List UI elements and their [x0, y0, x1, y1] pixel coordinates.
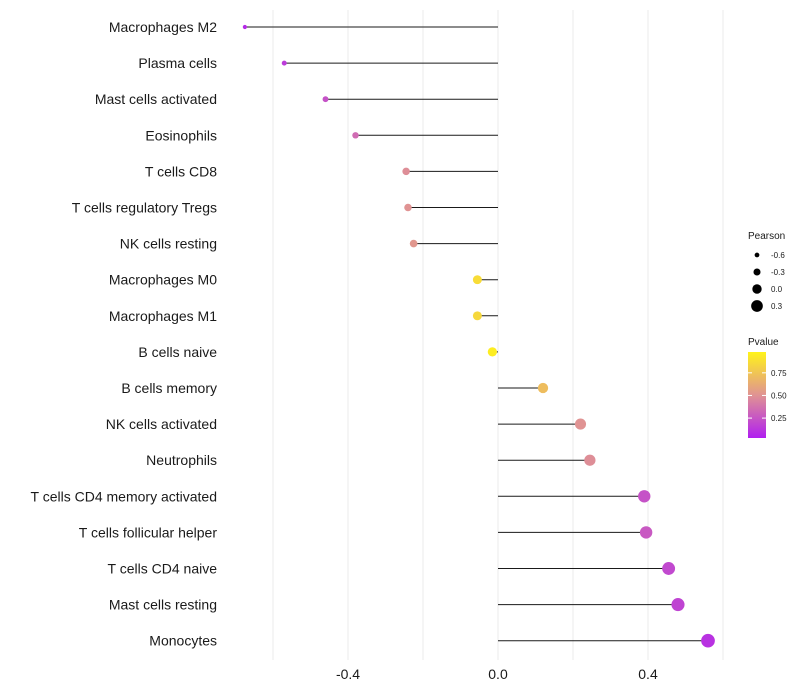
lollipop-point [409, 239, 418, 248]
lollipop-point [487, 347, 498, 357]
lollipop-point [402, 167, 410, 176]
size-legend-key [754, 252, 760, 258]
color-legend-label: 0.75 [771, 369, 787, 378]
lollipop-point [472, 275, 482, 285]
lollipop-point [281, 60, 287, 66]
category-label: T cells follicular helper [79, 524, 218, 540]
lollipop-point [701, 633, 715, 648]
size-legend-key [753, 268, 761, 276]
size-legend: Pearson -0.6 -0.3 0.0 0.3 [748, 231, 785, 312]
category-labels: Macrophages M2 Plasma cells Mast cells act… [31, 19, 218, 649]
lollipop-point [639, 526, 653, 539]
color-legend-label: 0.50 [771, 391, 787, 400]
lollipop-point [671, 598, 685, 612]
x-tick-label: -0.4 [336, 666, 360, 682]
lollipop-point [322, 96, 329, 103]
category-label: B cells naive [138, 344, 217, 360]
category-label: Mast cells resting [109, 597, 217, 613]
color-legend-title: Pvalue [748, 337, 779, 348]
category-label: Neutrophils [146, 452, 217, 468]
lollipop-point [537, 382, 549, 394]
category-label: Macrophages M0 [109, 272, 217, 288]
size-legend-key [752, 284, 762, 294]
category-label: Plasma cells [138, 55, 217, 71]
lollipop-point [472, 311, 482, 321]
category-label: Macrophages M2 [109, 19, 217, 35]
color-legend-label: 0.25 [771, 414, 787, 423]
color-legend: Pvalue 0.75 0.50 0.25 [748, 337, 787, 438]
size-legend-key [751, 300, 763, 312]
category-label: B cells memory [121, 380, 217, 396]
lollipop-point [584, 454, 596, 466]
x-tick-label: 0.4 [638, 666, 658, 682]
color-legend-bar [748, 352, 766, 438]
lollipop-points [242, 24, 715, 648]
category-label: NK cells resting [120, 236, 217, 252]
size-legend-label: -0.6 [771, 251, 785, 260]
lollipop-point [352, 132, 359, 139]
grid-lines [272, 10, 724, 660]
size-legend-label: 0.0 [771, 285, 783, 294]
x-tick-label: 0.0 [488, 666, 508, 682]
category-label: T cells regulatory Tregs [72, 200, 217, 216]
category-label: Mast cells activated [95, 91, 217, 107]
lollipop-point [404, 203, 412, 212]
category-label: NK cells activated [106, 416, 217, 432]
category-label: T cells CD4 memory activated [31, 488, 217, 504]
lollipop-point [662, 562, 676, 575]
lollipop-point [638, 490, 651, 503]
lollipop-point [574, 418, 587, 430]
category-label: T cells CD8 [145, 163, 217, 179]
category-label: Eosinophils [145, 127, 217, 143]
category-label: Macrophages M1 [109, 308, 217, 324]
category-label: T cells CD4 naive [108, 561, 218, 577]
x-axis-ticks: -0.4 0.0 0.4 [336, 666, 658, 682]
lollipop-stems [244, 26, 708, 642]
size-legend-label: -0.3 [771, 268, 785, 277]
size-legend-title: Pearson [748, 231, 785, 242]
size-legend-label: 0.3 [771, 302, 783, 311]
category-label: Monocytes [149, 633, 217, 649]
lollipop-point [242, 24, 247, 30]
